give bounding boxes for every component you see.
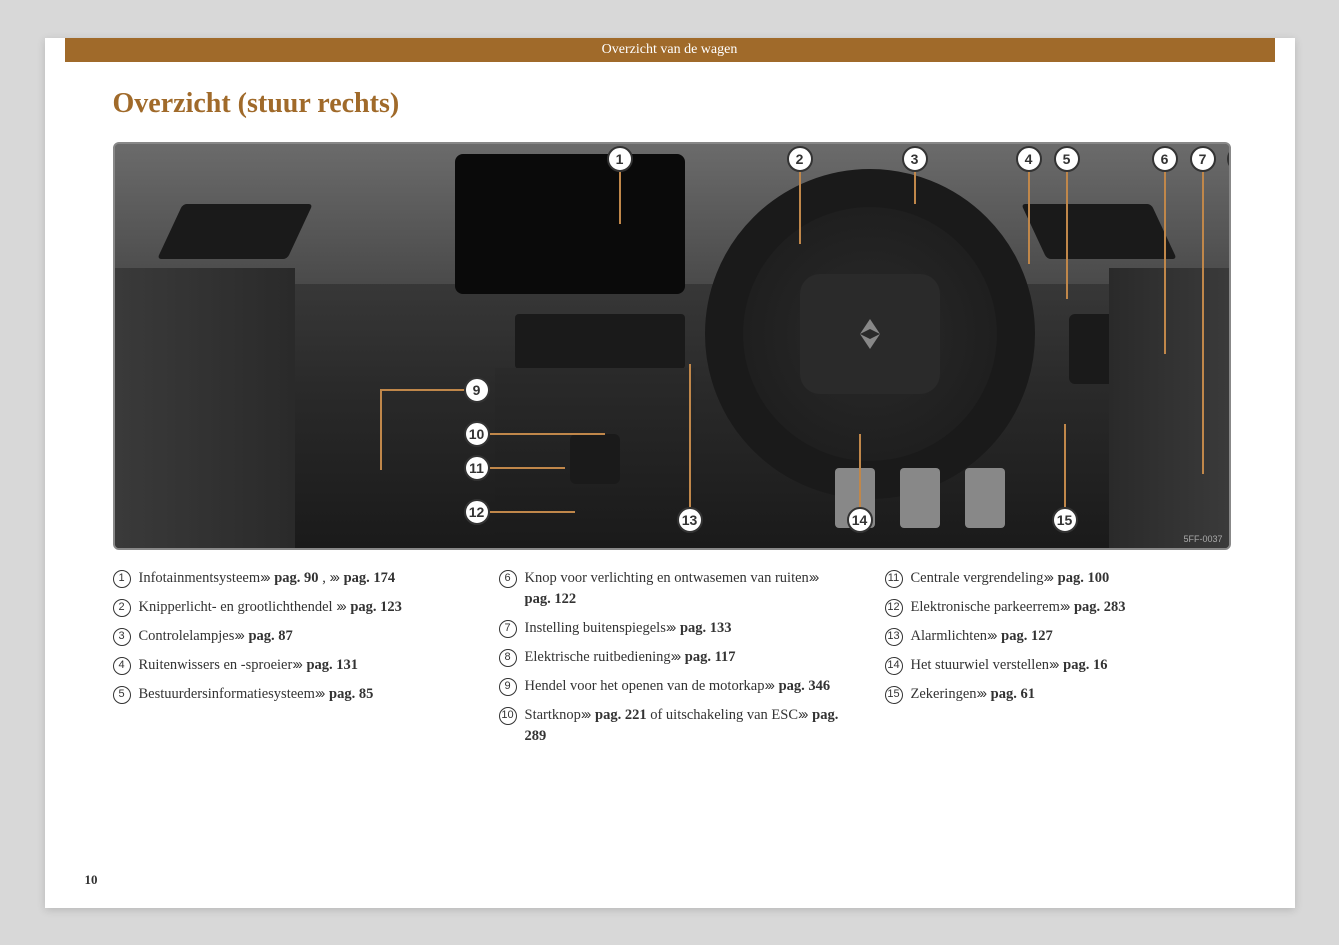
callout-line-9v: [380, 390, 382, 470]
legend-number-9: 9: [499, 678, 517, 696]
air-vent-left: [157, 204, 313, 259]
legend-text-15: Zekeringen››› pag. 61: [911, 684, 1235, 705]
legend-item-9: 9 Hendel voor het openen van de motorkap›…: [499, 676, 849, 697]
legend-item-11: 11 Centrale vergrendeling››› pag. 100: [885, 568, 1235, 589]
callout-3: 3: [902, 146, 928, 172]
legend-item-1: 1 Infotainmentsysteem››› pag. 90 , ››› pa…: [113, 568, 463, 589]
legend-number-8: 8: [499, 649, 517, 667]
legend-text-9: Hendel voor het openen van de motorkap››…: [525, 676, 849, 697]
page-title: Overzicht (stuur rechts): [113, 88, 1235, 120]
legend-item-4: 4 Ruitenwissers en -sproeier››› pag. 131: [113, 655, 463, 676]
legend-number-6: 6: [499, 570, 517, 588]
legend-item-6: 6 Knop voor verlichting en ontwasemen van…: [499, 568, 849, 610]
legend-item-8: 8 Elektrische ruitbediening››› pag. 117: [499, 647, 849, 668]
callout-10: 10: [464, 421, 490, 447]
callout-line-1: [619, 172, 621, 224]
callout-7: 7: [1190, 146, 1216, 172]
content-area: Overzicht (stuur rechts): [45, 38, 1295, 755]
legend-number-5: 5: [113, 686, 131, 704]
legend-text-5: Bestuurdersinformatiesysteem››› pag. 85: [139, 684, 463, 705]
callout-line-2: [799, 172, 801, 244]
door-panel-left: [115, 268, 295, 548]
air-vent-center: [515, 314, 685, 369]
legend-text-12: Elektronische parkeerrem››› pag. 283: [911, 597, 1235, 618]
legend-text-14: Het stuurwiel verstellen››› pag. 16: [911, 655, 1235, 676]
legend-number-4: 4: [113, 657, 131, 675]
callout-line-5: [1066, 172, 1068, 299]
legend-text-11: Centrale vergrendeling››› pag. 100: [911, 568, 1235, 589]
legend-number-3: 3: [113, 628, 131, 646]
gear-selector: [570, 434, 620, 484]
callout-15: 15: [1052, 507, 1078, 533]
legend-item-12: 12 Elektronische parkeerrem››› pag. 283: [885, 597, 1235, 618]
legend-column-3: 11 Centrale vergrendeling››› pag. 100 12 El…: [885, 568, 1235, 755]
callout-6: 6: [1152, 146, 1178, 172]
callout-14: 14: [847, 507, 873, 533]
legend-item-14: 14 Het stuurwiel verstellen››› pag. 16: [885, 655, 1235, 676]
air-vent-right: [1021, 204, 1177, 259]
legend-text-13: Alarmlichten››› pag. 127: [911, 626, 1235, 647]
callout-5: 5: [1054, 146, 1080, 172]
page: Overzicht van de wagen Overzicht (stuur …: [45, 38, 1295, 908]
legend-number-14: 14: [885, 657, 903, 675]
legend-item-3: 3 Controlelampjes››› pag. 87: [113, 626, 463, 647]
figure-reference: 5FF-0037: [1183, 534, 1222, 544]
legend-text-1: Infotainmentsysteem››› pag. 90 , ››› pag…: [139, 568, 463, 589]
legend: 1 Infotainmentsysteem››› pag. 90 , ››› pa…: [113, 568, 1235, 755]
legend-item-10: 10 Startknop››› pag. 221 of uitschakeling…: [499, 705, 849, 747]
callout-11: 11: [464, 455, 490, 481]
callout-line-13: [689, 364, 691, 507]
callout-12: 12: [464, 499, 490, 525]
callout-line-4: [1028, 172, 1030, 264]
callout-1: 1: [607, 146, 633, 172]
legend-number-13: 13: [885, 628, 903, 646]
door-panel-right: [1109, 268, 1229, 548]
dashboard-illustration: [115, 144, 1229, 548]
callout-line-11: [490, 467, 565, 469]
legend-number-10: 10: [499, 707, 517, 725]
legend-item-15: 15 Zekeringen››› pag. 61: [885, 684, 1235, 705]
callout-line-15: [1064, 424, 1066, 507]
brand-logo-icon: [850, 314, 890, 354]
callout-4: 4: [1016, 146, 1042, 172]
legend-item-2: 2 Knipperlicht- en grootlichthendel ››› p…: [113, 597, 463, 618]
legend-column-1: 1 Infotainmentsysteem››› pag. 90 , ››› pa…: [113, 568, 463, 755]
legend-item-7: 7 Instelling buitenspiegels››› pag. 133: [499, 618, 849, 639]
legend-number-2: 2: [113, 599, 131, 617]
dashboard-figure: 123456789101112131415 5FF-0037: [113, 142, 1231, 550]
legend-number-1: 1: [113, 570, 131, 588]
legend-number-15: 15: [885, 686, 903, 704]
callout-line-6: [1164, 172, 1166, 354]
page-number: 10: [85, 872, 98, 888]
legend-text-8: Elektrische ruitbediening››› pag. 117: [525, 647, 849, 668]
legend-item-13: 13 Alarmlichten››› pag. 127: [885, 626, 1235, 647]
callout-line-3: [914, 172, 916, 204]
legend-number-7: 7: [499, 620, 517, 638]
legend-text-3: Controlelampjes››› pag. 87: [139, 626, 463, 647]
callout-line-14: [859, 434, 861, 507]
header-bar: Overzicht van de wagen: [65, 38, 1275, 62]
infotainment-screen: [455, 154, 685, 294]
callout-13: 13: [677, 507, 703, 533]
steering-wheel: [705, 169, 1035, 499]
legend-text-4: Ruitenwissers en -sproeier››› pag. 131: [139, 655, 463, 676]
callout-line-10: [490, 433, 605, 435]
legend-text-10: Startknop››› pag. 221 of uitschakeling v…: [525, 705, 849, 747]
callout-line-7: [1202, 172, 1204, 474]
callout-2: 2: [787, 146, 813, 172]
legend-text-7: Instelling buitenspiegels››› pag. 133: [525, 618, 849, 639]
legend-item-5: 5 Bestuurdersinformatiesysteem››› pag. 85: [113, 684, 463, 705]
callout-line-12: [490, 511, 575, 513]
legend-number-12: 12: [885, 599, 903, 617]
legend-column-2: 6 Knop voor verlichting en ontwasemen van…: [499, 568, 849, 755]
legend-text-2: Knipperlicht- en grootlichthendel ››› pa…: [139, 597, 463, 618]
legend-text-6: Knop voor verlichting en ontwasemen van …: [525, 568, 849, 610]
legend-number-11: 11: [885, 570, 903, 588]
callout-9: 9: [464, 377, 490, 403]
